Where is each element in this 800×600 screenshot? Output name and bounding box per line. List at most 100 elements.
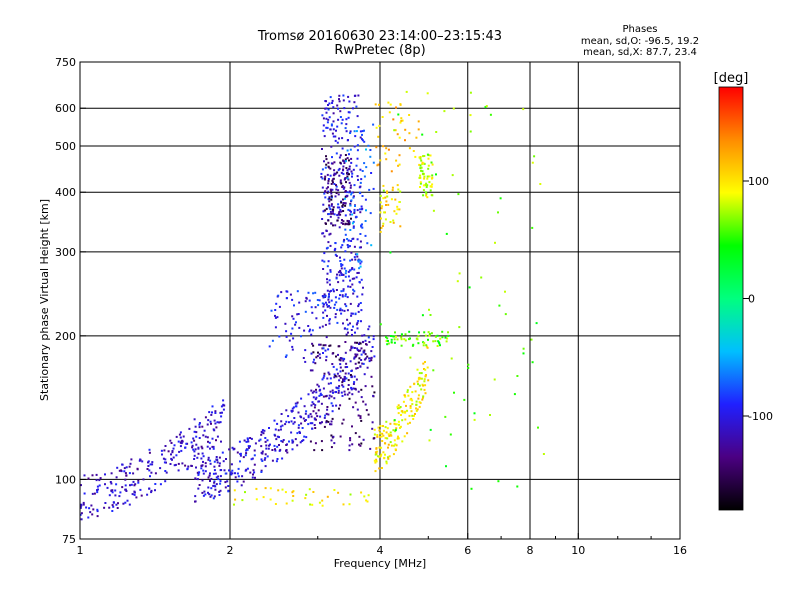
data-point xyxy=(350,210,352,213)
data-point xyxy=(219,421,222,424)
data-point xyxy=(420,372,423,375)
data-point xyxy=(422,395,425,398)
data-point xyxy=(423,378,426,381)
data-point xyxy=(339,370,342,373)
data-point xyxy=(382,434,385,437)
data-point xyxy=(326,121,329,124)
data-point xyxy=(281,457,284,460)
data-point xyxy=(365,209,367,212)
data-point xyxy=(85,506,88,509)
data-point xyxy=(342,378,344,381)
data-point xyxy=(104,483,106,486)
data-point xyxy=(361,226,364,229)
data-point xyxy=(348,245,351,248)
data-point xyxy=(96,491,99,494)
data-point xyxy=(422,184,425,187)
data-point xyxy=(319,421,321,424)
data-point xyxy=(333,161,336,164)
data-point xyxy=(417,120,420,123)
data-point xyxy=(147,460,150,463)
data-point xyxy=(301,427,304,429)
data-point xyxy=(328,318,331,321)
data-point xyxy=(193,439,196,442)
data-point xyxy=(324,107,327,110)
data-point xyxy=(321,302,324,305)
data-point xyxy=(231,446,234,449)
data-point xyxy=(221,451,224,454)
data-point xyxy=(244,454,247,457)
data-point xyxy=(353,347,356,349)
data-point xyxy=(328,295,330,298)
data-point xyxy=(522,347,525,350)
data-point xyxy=(360,260,363,263)
data-point xyxy=(388,455,391,458)
data-point xyxy=(393,422,396,425)
data-point xyxy=(349,374,352,376)
data-point xyxy=(319,415,322,418)
data-point xyxy=(392,221,395,224)
data-point xyxy=(346,223,349,226)
data-points xyxy=(79,90,545,521)
data-point xyxy=(395,427,398,430)
data-point xyxy=(417,378,420,381)
data-point xyxy=(339,404,342,407)
data-point xyxy=(280,420,283,423)
data-point xyxy=(404,339,407,342)
data-point xyxy=(324,177,326,180)
data-point xyxy=(316,355,319,357)
data-point xyxy=(264,487,267,490)
data-point xyxy=(134,483,137,486)
data-point xyxy=(420,166,423,169)
data-point xyxy=(321,499,324,502)
data-point xyxy=(233,503,235,506)
data-point xyxy=(375,146,378,149)
data-point xyxy=(346,366,349,368)
data-point xyxy=(395,159,398,162)
data-point xyxy=(342,288,345,291)
data-point xyxy=(367,144,370,147)
data-point xyxy=(328,397,331,400)
data-point xyxy=(312,402,315,405)
data-point xyxy=(187,465,190,468)
data-point xyxy=(324,309,327,312)
data-point xyxy=(204,435,207,438)
data-point xyxy=(247,445,250,448)
data-point xyxy=(219,489,222,492)
data-point xyxy=(352,195,355,198)
data-point xyxy=(318,299,321,302)
data-point xyxy=(329,270,332,273)
data-point xyxy=(326,126,329,129)
data-point xyxy=(329,306,332,309)
data-point xyxy=(202,434,205,437)
data-point xyxy=(346,244,349,246)
data-point xyxy=(357,178,359,181)
data-point xyxy=(216,461,219,464)
data-point xyxy=(337,389,340,392)
data-point xyxy=(249,437,252,439)
data-point xyxy=(374,453,377,456)
data-point xyxy=(310,389,313,392)
data-point xyxy=(346,149,349,152)
data-point xyxy=(353,101,356,104)
data-point xyxy=(312,292,315,295)
data-point xyxy=(233,489,236,492)
data-point xyxy=(438,342,441,345)
data-point xyxy=(349,360,352,363)
data-point xyxy=(387,457,390,460)
data-point xyxy=(219,482,222,485)
data-point xyxy=(406,391,409,393)
data-point xyxy=(372,394,375,397)
data-point xyxy=(192,437,195,440)
data-point xyxy=(154,483,157,485)
data-point xyxy=(248,446,250,449)
data-point xyxy=(330,402,333,405)
data-point xyxy=(361,207,364,210)
data-point xyxy=(201,425,204,428)
data-point xyxy=(137,481,140,484)
data-point xyxy=(80,518,83,521)
data-point xyxy=(95,479,98,482)
data-point xyxy=(352,226,355,229)
data-point xyxy=(109,481,112,483)
data-point xyxy=(164,458,167,461)
data-point xyxy=(356,327,359,330)
